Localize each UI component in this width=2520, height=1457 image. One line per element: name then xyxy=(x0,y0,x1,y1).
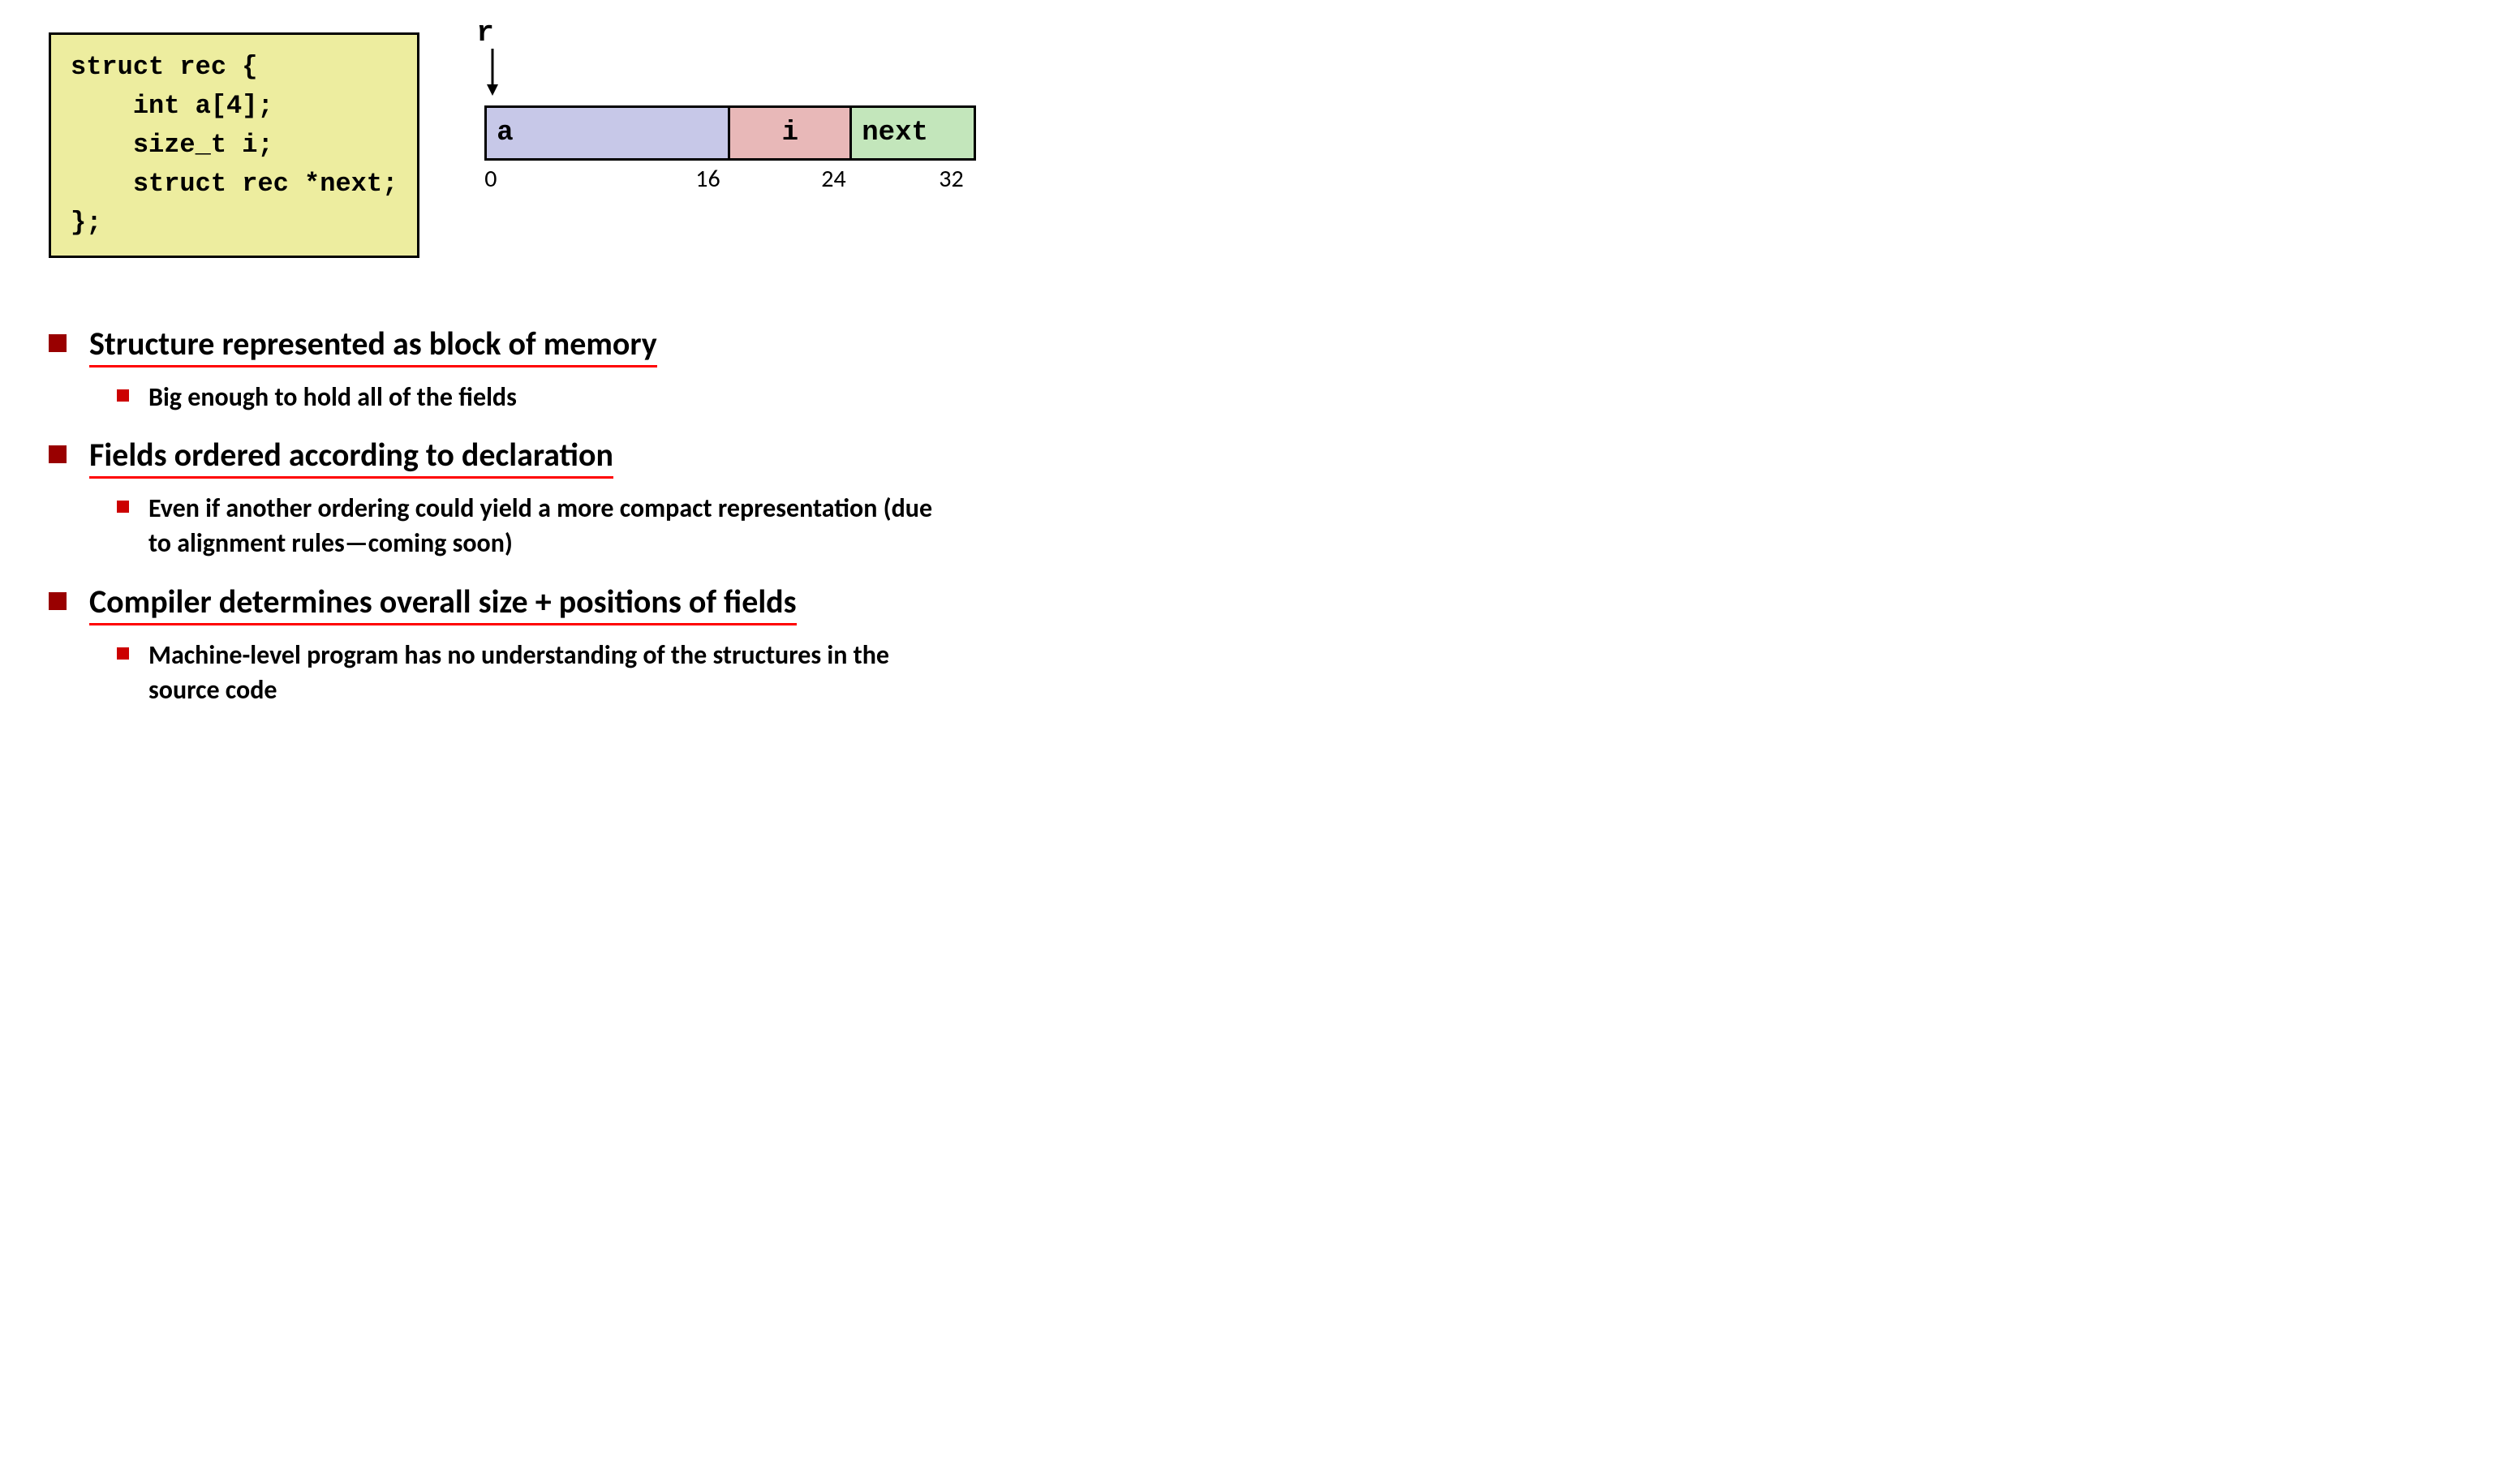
memory-diagram: r ainext 0162432 xyxy=(484,32,976,196)
top-row: struct rec { int a[4]; size_t i; struct … xyxy=(49,32,2471,258)
code-line-5: }; xyxy=(71,208,101,238)
bullet-square-icon xyxy=(49,445,67,463)
bullet-heading: Fields ordered according to declaration xyxy=(89,435,613,479)
offset-labels: 0 16 24 32 xyxy=(484,164,976,196)
sub-bullet-square-icon xyxy=(117,389,129,402)
sub-bullet-text: Machine-level program has no understandi… xyxy=(148,638,960,707)
sub-bullet-item: Even if another ordering could yield a m… xyxy=(117,491,2471,561)
bullet-item: Fields ordered according to declaration xyxy=(49,434,2471,476)
bullet-item: Compiler determines overall size + posit… xyxy=(49,581,2471,623)
sub-bullet-square-icon xyxy=(117,501,129,513)
offset-label: 16 xyxy=(695,164,720,194)
bullet-square-icon xyxy=(49,592,67,610)
pointer-label: r xyxy=(476,16,494,49)
code-box: struct rec { int a[4]; size_t i; struct … xyxy=(49,32,419,258)
code-line-2: int a[4]; xyxy=(71,91,273,121)
memory-block: ainext xyxy=(484,105,976,161)
sub-bullet-text: Even if another ordering could yield a m… xyxy=(148,491,960,561)
bullet-list: Structure represented as block of memory… xyxy=(49,323,2471,707)
sub-bullet-item: Machine-level program has no understandi… xyxy=(117,638,2471,707)
sub-bullet-square-icon xyxy=(117,647,129,660)
bullet-square-icon xyxy=(49,334,67,352)
code-line-3: size_t i; xyxy=(71,130,273,160)
bullet-item: Structure represented as block of memory xyxy=(49,323,2471,365)
memory-cell-next: next xyxy=(852,108,974,158)
memory-cell-i: i xyxy=(730,108,852,158)
code-line-1: struct rec { xyxy=(71,52,257,82)
memory-cell-a: a xyxy=(487,108,730,158)
sub-bullet-item: Big enough to hold all of the fields xyxy=(117,380,2471,415)
arrow-down-icon xyxy=(483,49,502,97)
code-line-4: struct rec *next; xyxy=(71,169,398,199)
offset-label: 24 xyxy=(821,164,845,194)
bullet-heading: Compiler determines overall size + posit… xyxy=(89,582,797,625)
offset-label: 0 xyxy=(484,164,497,194)
sub-bullet-text: Big enough to hold all of the fields xyxy=(148,380,517,415)
bullet-heading: Structure represented as block of memory xyxy=(89,324,657,367)
offset-label: 32 xyxy=(939,164,963,194)
